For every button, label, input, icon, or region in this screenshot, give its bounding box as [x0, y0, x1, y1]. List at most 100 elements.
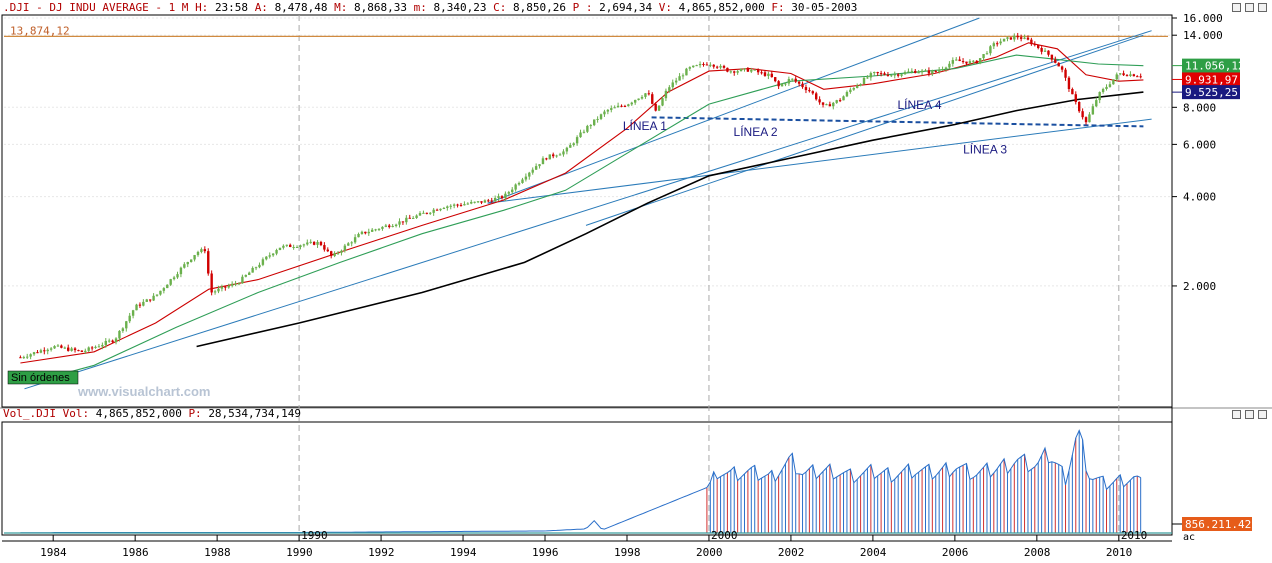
candle-down: [770, 73, 774, 78]
candle-up: [753, 69, 756, 71]
candle-down: [654, 103, 657, 111]
candle-up: [237, 283, 241, 285]
candle-up: [473, 201, 476, 203]
header-value: 8,850,26: [513, 1, 573, 14]
x-tick-label: 2006: [942, 546, 969, 559]
candle-down: [319, 241, 323, 246]
volume-header-p-label: P:: [188, 407, 208, 420]
candle-up: [118, 330, 121, 339]
candle-up: [739, 68, 743, 72]
trend-line: [487, 118, 1152, 204]
candle-up: [357, 233, 360, 238]
volume-corner-mark: ac: [1183, 532, 1195, 543]
header-label: A:: [255, 1, 275, 14]
candle-down: [1122, 73, 1125, 76]
candle-up: [890, 75, 893, 77]
candle-up: [671, 82, 674, 88]
candle-down: [1057, 62, 1060, 67]
volume-minimize-icon[interactable]: [1232, 410, 1241, 419]
candle-down: [804, 87, 808, 91]
candle-up: [907, 71, 910, 73]
candle-up: [999, 41, 1002, 44]
candle-down: [459, 204, 463, 206]
candle-down: [289, 244, 292, 248]
header-label: M:: [334, 1, 354, 14]
candle-up: [780, 84, 784, 87]
candle-down: [1136, 76, 1139, 78]
candle-up: [104, 341, 107, 345]
candle-down: [712, 64, 715, 67]
candle-up: [22, 357, 26, 359]
candle-up: [606, 109, 610, 112]
candle-up: [541, 158, 545, 165]
candle-down: [1030, 39, 1033, 45]
candle-up: [688, 67, 692, 69]
candle-up: [107, 340, 111, 342]
candle-up: [476, 201, 480, 203]
candle-up: [951, 60, 955, 64]
candle-up: [644, 93, 647, 97]
volume-close-icon[interactable]: [1258, 410, 1267, 419]
candle-up: [213, 291, 217, 293]
price-badge-green: [1182, 58, 1240, 73]
order-badge[interactable]: [7, 370, 79, 385]
candle-up: [248, 272, 251, 275]
maximize-icon[interactable]: [1245, 3, 1254, 12]
candle-down: [401, 221, 405, 223]
candle-down: [965, 61, 968, 64]
x-tick-label: 1994: [450, 546, 477, 559]
candle-up: [63, 347, 66, 349]
candle-up: [377, 228, 381, 230]
volume-maximize-icon[interactable]: [1245, 410, 1254, 419]
candle-up: [121, 328, 125, 331]
candle-down: [726, 67, 729, 72]
candle-down: [480, 201, 483, 203]
candle-up: [633, 99, 637, 103]
trend-line: [585, 34, 1144, 226]
candle-up: [627, 104, 630, 107]
candle-up: [29, 354, 32, 357]
candle-up: [251, 267, 254, 273]
candle-up: [299, 245, 302, 247]
candle-down: [388, 225, 391, 228]
candle-up: [196, 251, 200, 256]
minimize-icon[interactable]: [1232, 3, 1241, 12]
candle-up: [309, 241, 312, 243]
price-grid: [4, 15, 1172, 541]
candle-up: [49, 348, 53, 350]
candle-up: [917, 72, 920, 74]
candle-up: [56, 345, 60, 347]
candle-up: [1091, 106, 1095, 115]
candle-up: [599, 114, 603, 119]
candle-up: [592, 119, 596, 126]
candle-down: [760, 72, 763, 74]
close-icon[interactable]: [1258, 3, 1267, 12]
top-header-bar: [0, 0, 1272, 14]
candle-up: [360, 231, 364, 234]
candle-down: [500, 196, 504, 199]
candle-down: [777, 81, 780, 87]
candle-up: [227, 285, 230, 288]
candle-up: [1002, 38, 1006, 42]
candle-up: [903, 72, 907, 75]
candle-up: [692, 65, 695, 68]
candle-up: [558, 154, 562, 156]
candle-down: [80, 350, 84, 352]
candle-up: [405, 217, 408, 223]
price-badge-label: 9.525,25: [1185, 86, 1238, 99]
candle-up: [948, 63, 951, 68]
candle-up: [985, 53, 989, 55]
candle-up: [989, 46, 992, 54]
candle-up: [186, 262, 189, 265]
candle-down: [896, 74, 900, 76]
candle-up: [381, 226, 384, 229]
candle-up: [992, 43, 996, 47]
candle-up: [869, 73, 873, 78]
candle-up: [234, 283, 237, 285]
candle-up: [664, 90, 668, 99]
y-tick-label: 14.000: [1183, 29, 1223, 42]
candle-up: [767, 73, 770, 76]
candle-up: [254, 267, 258, 269]
price-header-text: .DJI - DJ INDU AVERAGE - 1 M H: 23:58 A:…: [3, 1, 857, 14]
